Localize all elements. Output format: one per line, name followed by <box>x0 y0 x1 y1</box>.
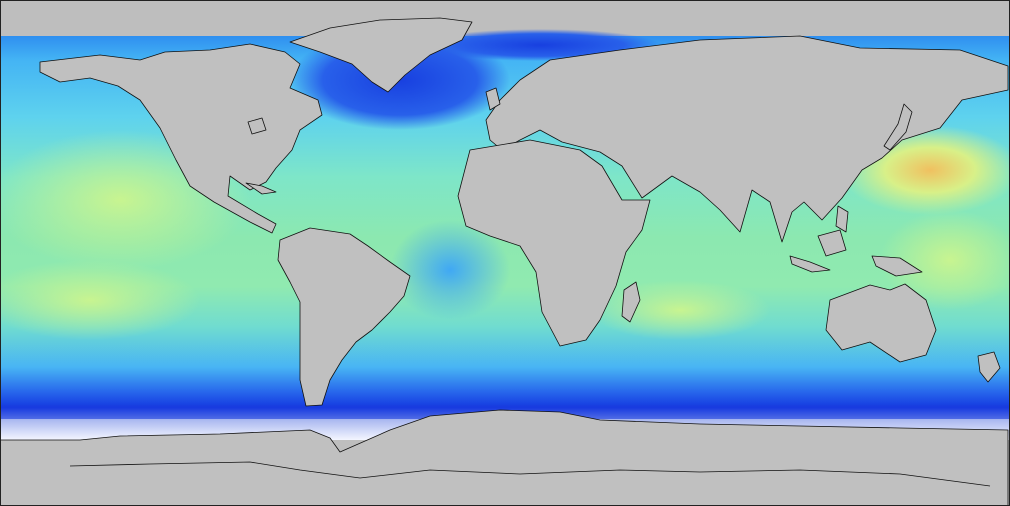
antarctica <box>0 409 1009 506</box>
britain <box>485 87 501 111</box>
antarctic-coast-line <box>69 461 991 487</box>
japan <box>883 103 913 151</box>
south-atlantic <box>390 220 510 320</box>
cuba <box>245 182 277 195</box>
indian-ocean <box>590 280 770 340</box>
west-pacific-tropics <box>880 210 1010 310</box>
newfoundland <box>247 117 267 135</box>
eurasia <box>485 35 1009 243</box>
borneo <box>817 229 847 257</box>
new-guinea <box>871 255 923 277</box>
south-pacific <box>0 260 200 340</box>
australia <box>825 283 937 363</box>
madagascar <box>621 281 641 323</box>
south-america <box>277 227 411 407</box>
greenland <box>289 17 473 93</box>
new-zealand <box>977 351 1001 383</box>
philippines <box>835 205 849 233</box>
africa <box>457 139 651 347</box>
sumatra-java <box>789 255 831 273</box>
